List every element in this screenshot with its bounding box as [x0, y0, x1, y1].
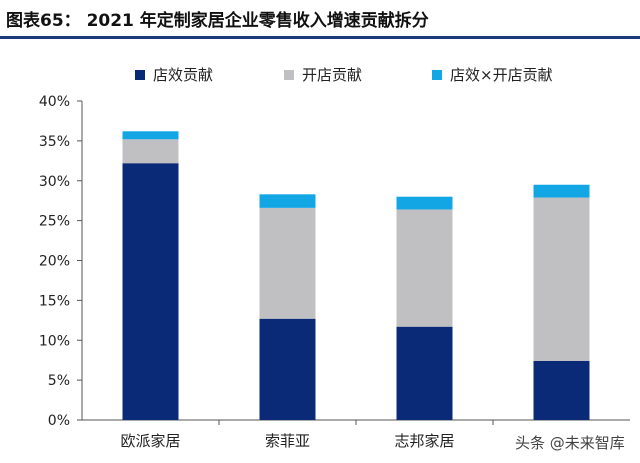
- watermark: 头条 @未来智库: [515, 434, 625, 452]
- legend-swatch-cross: [432, 69, 442, 80]
- y-tick-label: 35%: [39, 134, 70, 150]
- y-tick-label: 20%: [39, 254, 70, 270]
- bar-segment-store-efficiency: [122, 163, 179, 420]
- x-category-label: 欧派家居: [120, 432, 180, 450]
- bar-segment-store-opening: [259, 207, 316, 319]
- legend-item-store-opening: 开店贡献: [284, 64, 362, 85]
- bar-segment-cross: [259, 194, 316, 208]
- chart-title: 图表65： 2021 年定制家居企业零售收入增速贡献拆分: [6, 11, 429, 31]
- y-tick-label: 25%: [39, 214, 70, 230]
- bar-segment-store-opening: [396, 209, 453, 327]
- y-tick-label: 15%: [39, 293, 70, 309]
- bar-segment-store-efficiency: [396, 326, 453, 420]
- bar-segment-cross: [122, 131, 179, 140]
- legend-item-cross: 店效×开店贡献: [432, 64, 553, 85]
- y-tick-label: 10%: [39, 333, 70, 349]
- y-tick-label: 5%: [48, 373, 70, 389]
- legend-label-store-efficiency: 店效贡献: [153, 66, 214, 84]
- legend-label-cross: 店效×开店贡献: [450, 66, 553, 84]
- legend: 店效贡献 开店贡献 店效×开店贡献: [0, 64, 640, 88]
- legend-swatch-store-opening: [284, 69, 294, 80]
- bar-segment-cross: [396, 196, 453, 210]
- x-category-label: 志邦家居: [394, 432, 454, 450]
- y-tick-label: 0%: [48, 413, 70, 429]
- legend-swatch-store-efficiency: [135, 69, 145, 80]
- y-tick-label: 40%: [39, 94, 70, 110]
- bar-segment-store-efficiency: [533, 360, 590, 420]
- title-underline: [0, 36, 640, 39]
- y-tick-label: 30%: [39, 174, 70, 190]
- legend-label-store-opening: 开店贡献: [302, 66, 363, 84]
- x-category-label: 索菲亚: [265, 432, 310, 450]
- title-bar: 图表65： 2021 年定制家居企业零售收入增速贡献拆分: [0, 0, 640, 34]
- bar-segment-store-opening: [122, 139, 179, 164]
- bar-segment-cross: [533, 184, 590, 198]
- bar-segment-store-efficiency: [259, 318, 316, 420]
- legend-item-store-efficiency: 店效贡献: [135, 64, 213, 85]
- bar-segment-store-opening: [533, 197, 590, 361]
